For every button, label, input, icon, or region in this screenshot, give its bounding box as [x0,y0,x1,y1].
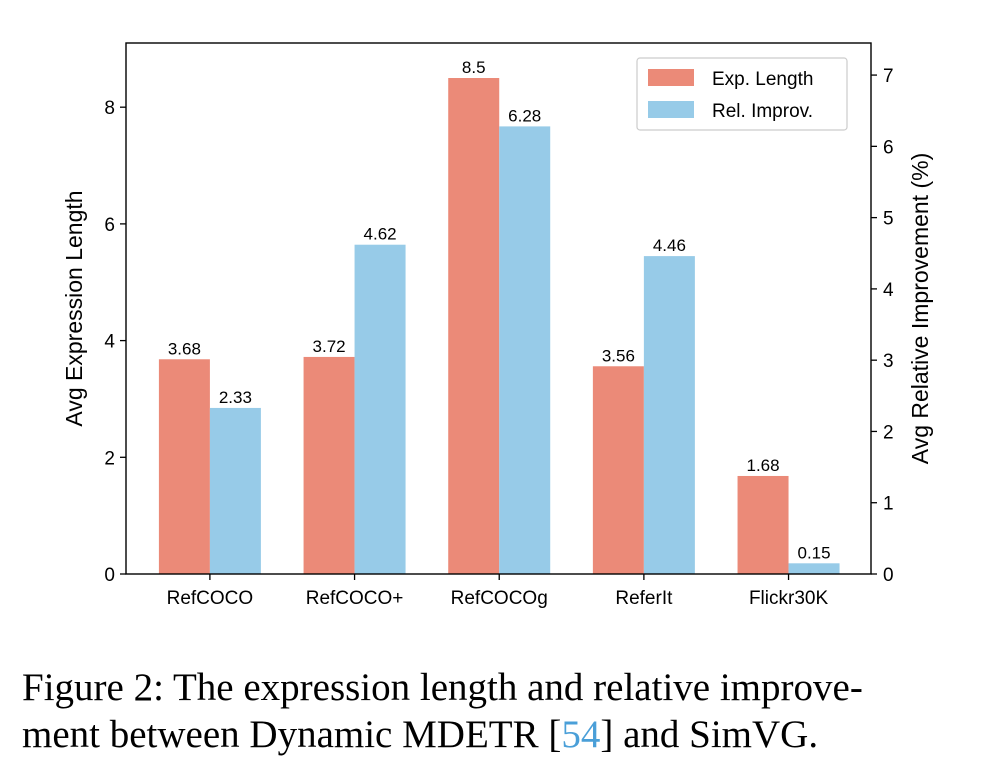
value-label-rel-improv-refcoco: 2.33 [219,388,252,407]
value-label-exp-length-refcoco: 3.72 [313,337,346,356]
right-tick-label-2: 2 [883,422,894,443]
right-axis: 0 1 2 3 4 5 6 7 [871,66,894,586]
right-tick-label-1: 1 [883,494,894,515]
value-label-rel-improv-flickr30k: 0.15 [797,543,830,562]
y-axis-title-right: Avg Relative Improvement (%) [907,153,933,464]
bar-exp-length-refcoco [158,359,210,574]
citation-link[interactable]: 54 [561,713,601,756]
bar-rel-improv-referit [643,256,695,574]
x-tick-label-refcoco: RefCOCO+ [306,588,404,609]
x-tick-label-referit: ReferIt [615,588,673,609]
legend-label-exp-length: Exp. Length [712,69,813,90]
value-label-rel-improv-refcoco: 4.62 [364,225,397,244]
value-label-exp-length-flickr30k: 1.68 [746,456,779,475]
legend: Exp. Length Rel. Improv. [636,57,848,131]
value-label-exp-length-refcoco: 3.68 [168,339,201,358]
caption-line-2-end: ] and SimVG. [600,713,819,756]
x-tick-label-refcocog: RefCOCOg [451,588,548,609]
value-label-rel-improv-referit: 4.46 [653,236,686,255]
right-tick-label-7: 7 [883,66,894,87]
x-tick-label-flickr30k: Flickr30K [749,588,829,609]
value-labels: 3.68 2.33 3.72 4.62 8.5 6.28 3.56 4.46 1.68 0.15 [168,58,831,562]
right-tick-label-5: 5 [883,209,894,230]
right-tick-label-6: 6 [883,137,894,158]
bar-exp-length-referit [592,366,644,574]
bar-rel-improv-refcoco [354,244,406,574]
bar-rel-improv-refcoco [209,407,261,574]
right-tick-label-0: 0 [883,565,894,586]
bar-rel-improv-flickr30k [788,563,840,574]
left-tick-label-6: 6 [104,215,115,236]
x-axis: RefCOCO RefCOCO+ RefCOCOg ReferIt Flickr30K [167,574,829,609]
chart: 3.682.333.724.628.56.283.564.461.680.15 … [61,42,933,609]
y-axis-title-left: Avg Expression Length [61,190,87,426]
left-axis: 0 2 4 6 8 [104,98,126,586]
left-tick-label-0: 0 [104,565,115,586]
right-tick-label-3: 3 [883,351,894,372]
value-label-exp-length-referit: 3.56 [602,346,635,365]
left-tick-label-2: 2 [104,448,115,469]
bar-exp-length-flickr30k [737,475,789,574]
right-tick-label-4: 4 [883,280,894,301]
caption-line-2: ment between Dynamic MDETR [54] and SimV… [22,711,982,758]
bars [158,78,840,575]
x-tick-label-refcoco: RefCOCO [167,588,254,609]
plot-frame [125,42,872,575]
left-tick-label-4: 4 [104,332,115,353]
value-label-rel-improv-refcocog: 6.28 [508,106,541,125]
figure-caption: Figure 2: The expression length and rela… [22,664,982,758]
bar-exp-length-refcocog [448,78,500,574]
left-tick-label-8: 8 [104,98,115,119]
legend-label-rel-improv: Rel. Improv. [712,101,813,122]
caption-line-1: Figure 2: The expression length and rela… [22,666,863,709]
caption-line-2-start: ment between Dynamic MDETR [ [22,713,562,756]
bar-exp-length-refcoco [303,356,355,574]
legend-swatch-rel-improv [648,101,694,118]
legend-swatch-exp-length [648,69,694,86]
value-label-exp-length-refcocog: 8.5 [462,58,486,77]
bar-rel-improv-refcocog [499,126,551,575]
